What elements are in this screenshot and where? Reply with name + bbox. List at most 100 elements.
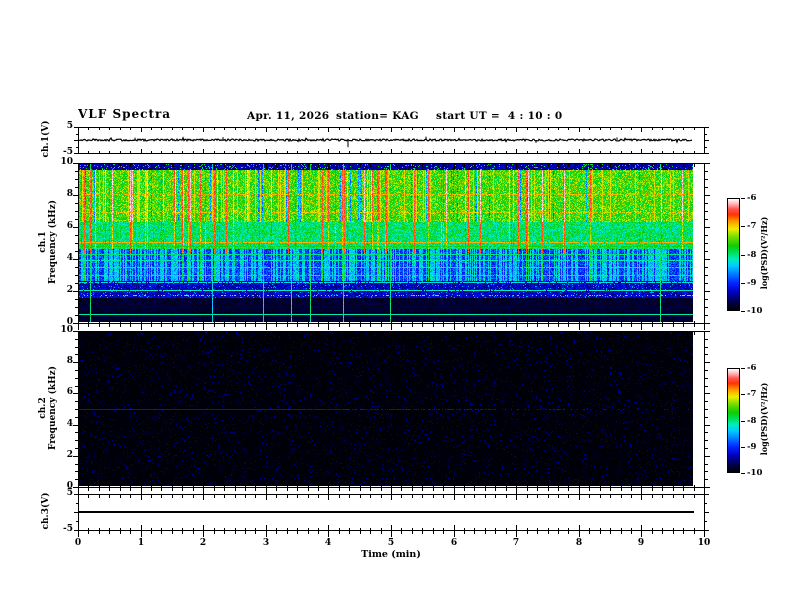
tick bbox=[203, 531, 204, 537]
tick bbox=[662, 151, 663, 153]
tick bbox=[328, 488, 329, 494]
tick bbox=[99, 527, 100, 530]
tick bbox=[610, 320, 611, 323]
y-tick-label: 6 bbox=[66, 387, 73, 397]
tick bbox=[704, 332, 705, 337]
tick bbox=[548, 484, 549, 487]
tick bbox=[412, 324, 413, 327]
tick bbox=[506, 484, 507, 487]
y-tick-label: -5 bbox=[63, 524, 73, 534]
tick bbox=[120, 164, 121, 167]
tick bbox=[673, 527, 674, 530]
colorbar-tick-label: -6 bbox=[747, 363, 757, 373]
tick bbox=[705, 291, 710, 292]
tick bbox=[694, 484, 695, 487]
tick bbox=[193, 332, 194, 335]
tick bbox=[88, 151, 89, 153]
tick bbox=[422, 488, 423, 491]
tick bbox=[568, 527, 569, 530]
tick bbox=[224, 495, 225, 498]
tick bbox=[495, 324, 496, 327]
tick bbox=[516, 495, 517, 500]
tick bbox=[433, 527, 434, 530]
tick bbox=[705, 171, 708, 172]
tick bbox=[370, 324, 371, 327]
tick bbox=[235, 320, 236, 323]
tick bbox=[527, 531, 528, 534]
tick bbox=[485, 320, 486, 323]
tick bbox=[600, 151, 601, 153]
tick bbox=[527, 151, 528, 153]
tick bbox=[527, 527, 528, 530]
tick bbox=[474, 495, 475, 498]
tick bbox=[318, 128, 319, 130]
tick bbox=[297, 164, 298, 167]
tick bbox=[349, 531, 350, 534]
tick bbox=[589, 484, 590, 487]
tick bbox=[704, 525, 705, 530]
tick bbox=[443, 164, 444, 167]
tick bbox=[161, 128, 162, 130]
tick bbox=[652, 324, 653, 327]
tick bbox=[433, 128, 434, 130]
tick bbox=[349, 128, 350, 130]
tick bbox=[266, 128, 267, 132]
tick bbox=[705, 134, 707, 135]
tick bbox=[683, 151, 684, 153]
tick bbox=[401, 484, 402, 487]
tick bbox=[506, 128, 507, 130]
tick bbox=[75, 179, 78, 180]
tick bbox=[73, 331, 78, 332]
tick bbox=[741, 311, 745, 312]
tick bbox=[287, 531, 288, 534]
tick bbox=[391, 495, 392, 500]
tick bbox=[78, 149, 79, 153]
tick bbox=[433, 332, 434, 335]
tick bbox=[621, 324, 622, 327]
tick bbox=[705, 425, 710, 426]
tick bbox=[224, 527, 225, 530]
tick bbox=[151, 488, 152, 491]
tick bbox=[641, 324, 642, 330]
tick bbox=[120, 151, 121, 153]
tick bbox=[683, 527, 684, 530]
tick bbox=[287, 128, 288, 130]
tick bbox=[401, 332, 402, 335]
page-title: VLF Spectra bbox=[78, 107, 172, 121]
tick bbox=[741, 473, 745, 474]
tick bbox=[151, 128, 152, 130]
tick bbox=[422, 128, 423, 130]
tick bbox=[141, 332, 142, 337]
tick bbox=[161, 527, 162, 530]
tick bbox=[548, 495, 549, 498]
y-tick-label: 4 bbox=[66, 419, 73, 429]
tick bbox=[548, 128, 549, 130]
tick bbox=[422, 324, 423, 327]
tick bbox=[308, 164, 309, 167]
tick bbox=[339, 320, 340, 323]
tick bbox=[652, 320, 653, 323]
tick bbox=[297, 332, 298, 335]
x-tick-label: 0 bbox=[74, 538, 82, 548]
tick bbox=[589, 128, 590, 130]
tick bbox=[579, 149, 580, 153]
tick bbox=[641, 495, 642, 500]
tick bbox=[610, 495, 611, 498]
tick bbox=[224, 164, 225, 167]
tick bbox=[193, 527, 194, 530]
tick bbox=[172, 484, 173, 487]
tick bbox=[704, 324, 705, 330]
tick bbox=[193, 484, 194, 487]
tick bbox=[704, 318, 705, 323]
tick bbox=[224, 324, 225, 327]
tick bbox=[151, 484, 152, 487]
tick bbox=[75, 171, 78, 172]
tick bbox=[360, 164, 361, 167]
tick bbox=[589, 332, 590, 335]
tick bbox=[245, 527, 246, 530]
tick bbox=[401, 320, 402, 323]
tick bbox=[391, 531, 392, 537]
tick bbox=[454, 495, 455, 500]
tick bbox=[705, 417, 708, 418]
tick bbox=[130, 527, 131, 530]
